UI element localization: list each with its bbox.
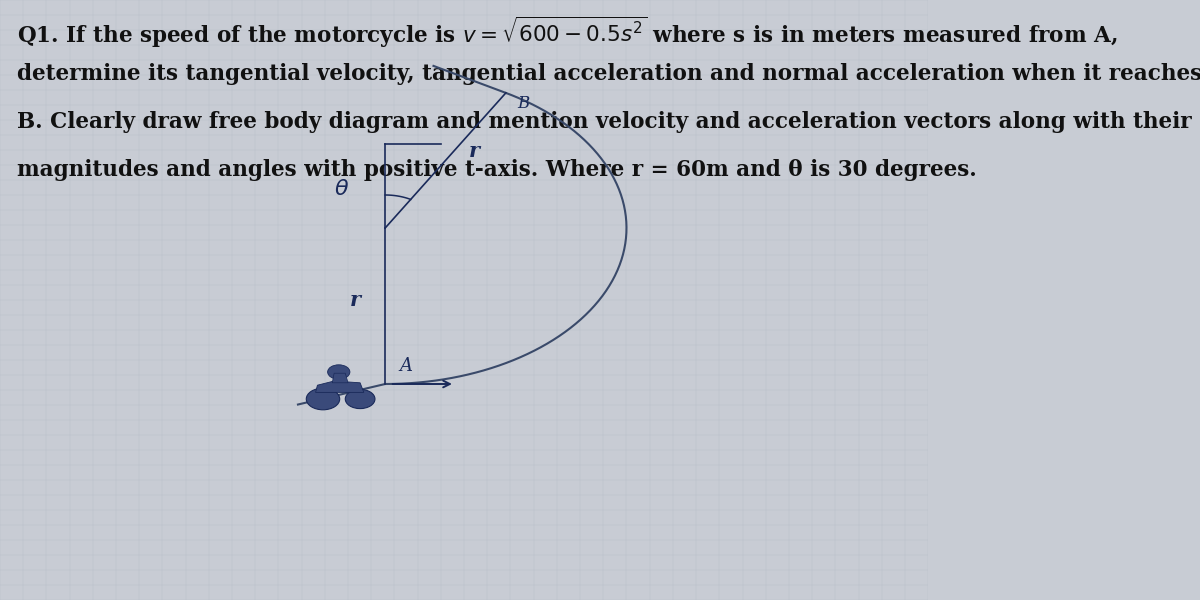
Text: B: B xyxy=(517,95,529,112)
Text: $\theta$: $\theta$ xyxy=(334,178,349,200)
Polygon shape xyxy=(332,373,348,383)
Text: B. Clearly draw free body diagram and mention velocity and acceleration vectors : B. Clearly draw free body diagram and me… xyxy=(17,111,1192,133)
Text: A: A xyxy=(400,357,412,375)
Polygon shape xyxy=(316,381,364,392)
Text: r: r xyxy=(469,142,480,161)
Text: r: r xyxy=(350,290,361,310)
Circle shape xyxy=(346,389,374,409)
Text: determine its tangential velocity, tangential acceleration and normal accelerati: determine its tangential velocity, tange… xyxy=(17,63,1200,85)
Text: Q1. If the speed of the motorcycle is $v = \sqrt{600 - 0.5s^2}$ where s is in me: Q1. If the speed of the motorcycle is $v… xyxy=(17,15,1117,50)
Circle shape xyxy=(306,388,340,410)
Circle shape xyxy=(328,365,350,379)
Text: magnitudes and angles with positive t-axis. Where r = 60m and θ is 30 degrees.: magnitudes and angles with positive t-ax… xyxy=(17,159,977,181)
